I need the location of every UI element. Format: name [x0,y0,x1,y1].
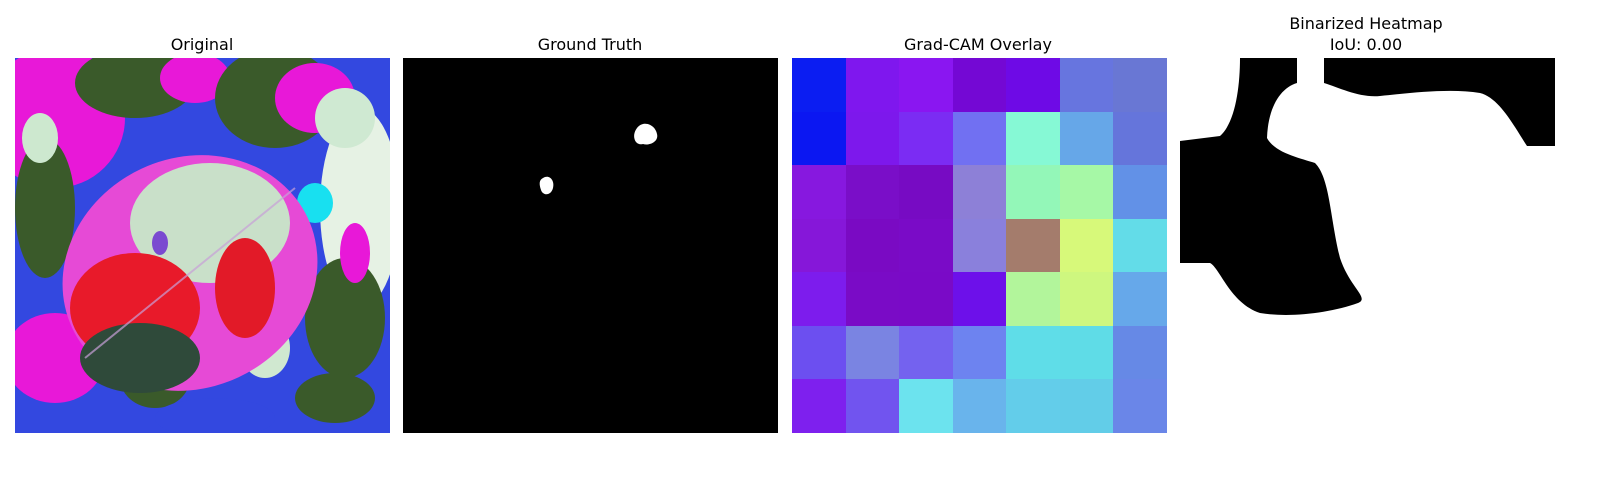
gradcam-cell [1006,111,1060,166]
heatmap-region-right [1324,58,1555,146]
ground-truth-title: Ground Truth [537,35,643,54]
gradcam-cell [1059,379,1114,433]
gradcam-cell [792,379,846,433]
original-title: Original [170,35,234,54]
gradcam-cell [845,111,900,166]
gradcam-cell [899,325,953,380]
lesion-region-2 [539,176,554,195]
gradcam-cell [1113,58,1167,112]
gradcam-cell [792,165,846,219]
ground-truth-mask [403,58,778,433]
gradcam-cell [899,58,953,112]
heatmap-region-left [1180,58,1362,315]
gradcam-cell [1006,165,1060,219]
gradcam-cell [952,325,1007,380]
gradcam-cell [845,272,900,326]
gradcam-cell [899,218,953,273]
gradcam-cell [1113,379,1167,433]
gradcam-cell [1006,58,1060,112]
gradcam-cell [899,165,953,219]
gradcam-cell [1006,325,1060,380]
gradcam-cell [845,58,900,112]
gradcam-cell [792,272,846,326]
gradcam-cell [952,272,1007,326]
gradcam-cell [845,325,900,380]
iou-label: IoU: 0.00 [1329,35,1403,54]
gradcam-cell [1006,218,1060,273]
binarized-heatmap [1180,58,1555,318]
original-image [15,58,390,433]
lesion-region-1 [634,123,658,145]
gradcam-grid [792,58,1167,433]
gradcam-cell [899,272,953,326]
gradcam-cell [845,165,900,219]
gradcam-cell [1059,325,1114,380]
gradcam-cell [1006,379,1060,433]
gradcam-cell [952,111,1007,166]
gradcam-overlay [792,58,1167,433]
gradcam-cell [952,218,1007,273]
gradcam-cell [899,111,953,166]
gradcam-cell [1059,58,1114,112]
gradcam-cell [1113,111,1167,166]
gradcam-cell [792,218,846,273]
gradcam-cell [1059,218,1114,273]
gradcam-cell [845,218,900,273]
gradcam-cell [952,379,1007,433]
gradcam-cell [1113,218,1167,273]
gradcam-cell [845,379,900,433]
gradcam-cell [899,379,953,433]
gradcam-cell [792,111,846,166]
gradcam-cell [1059,111,1114,166]
gradcam-cell [1059,165,1114,219]
gradcam-title: Grad-CAM Overlay [904,35,1052,54]
gradcam-cell [1006,272,1060,326]
gradcam-cell [952,58,1007,112]
gradcam-cell [792,58,846,112]
gradcam-cell [1113,165,1167,219]
gradcam-cell [1059,272,1114,326]
gradcam-cell [1113,272,1167,326]
gradcam-cell [952,165,1007,219]
binarized-title: Binarized Heatmap [1289,14,1443,33]
gradcam-cell [792,325,846,380]
gradcam-cell [1113,325,1167,380]
